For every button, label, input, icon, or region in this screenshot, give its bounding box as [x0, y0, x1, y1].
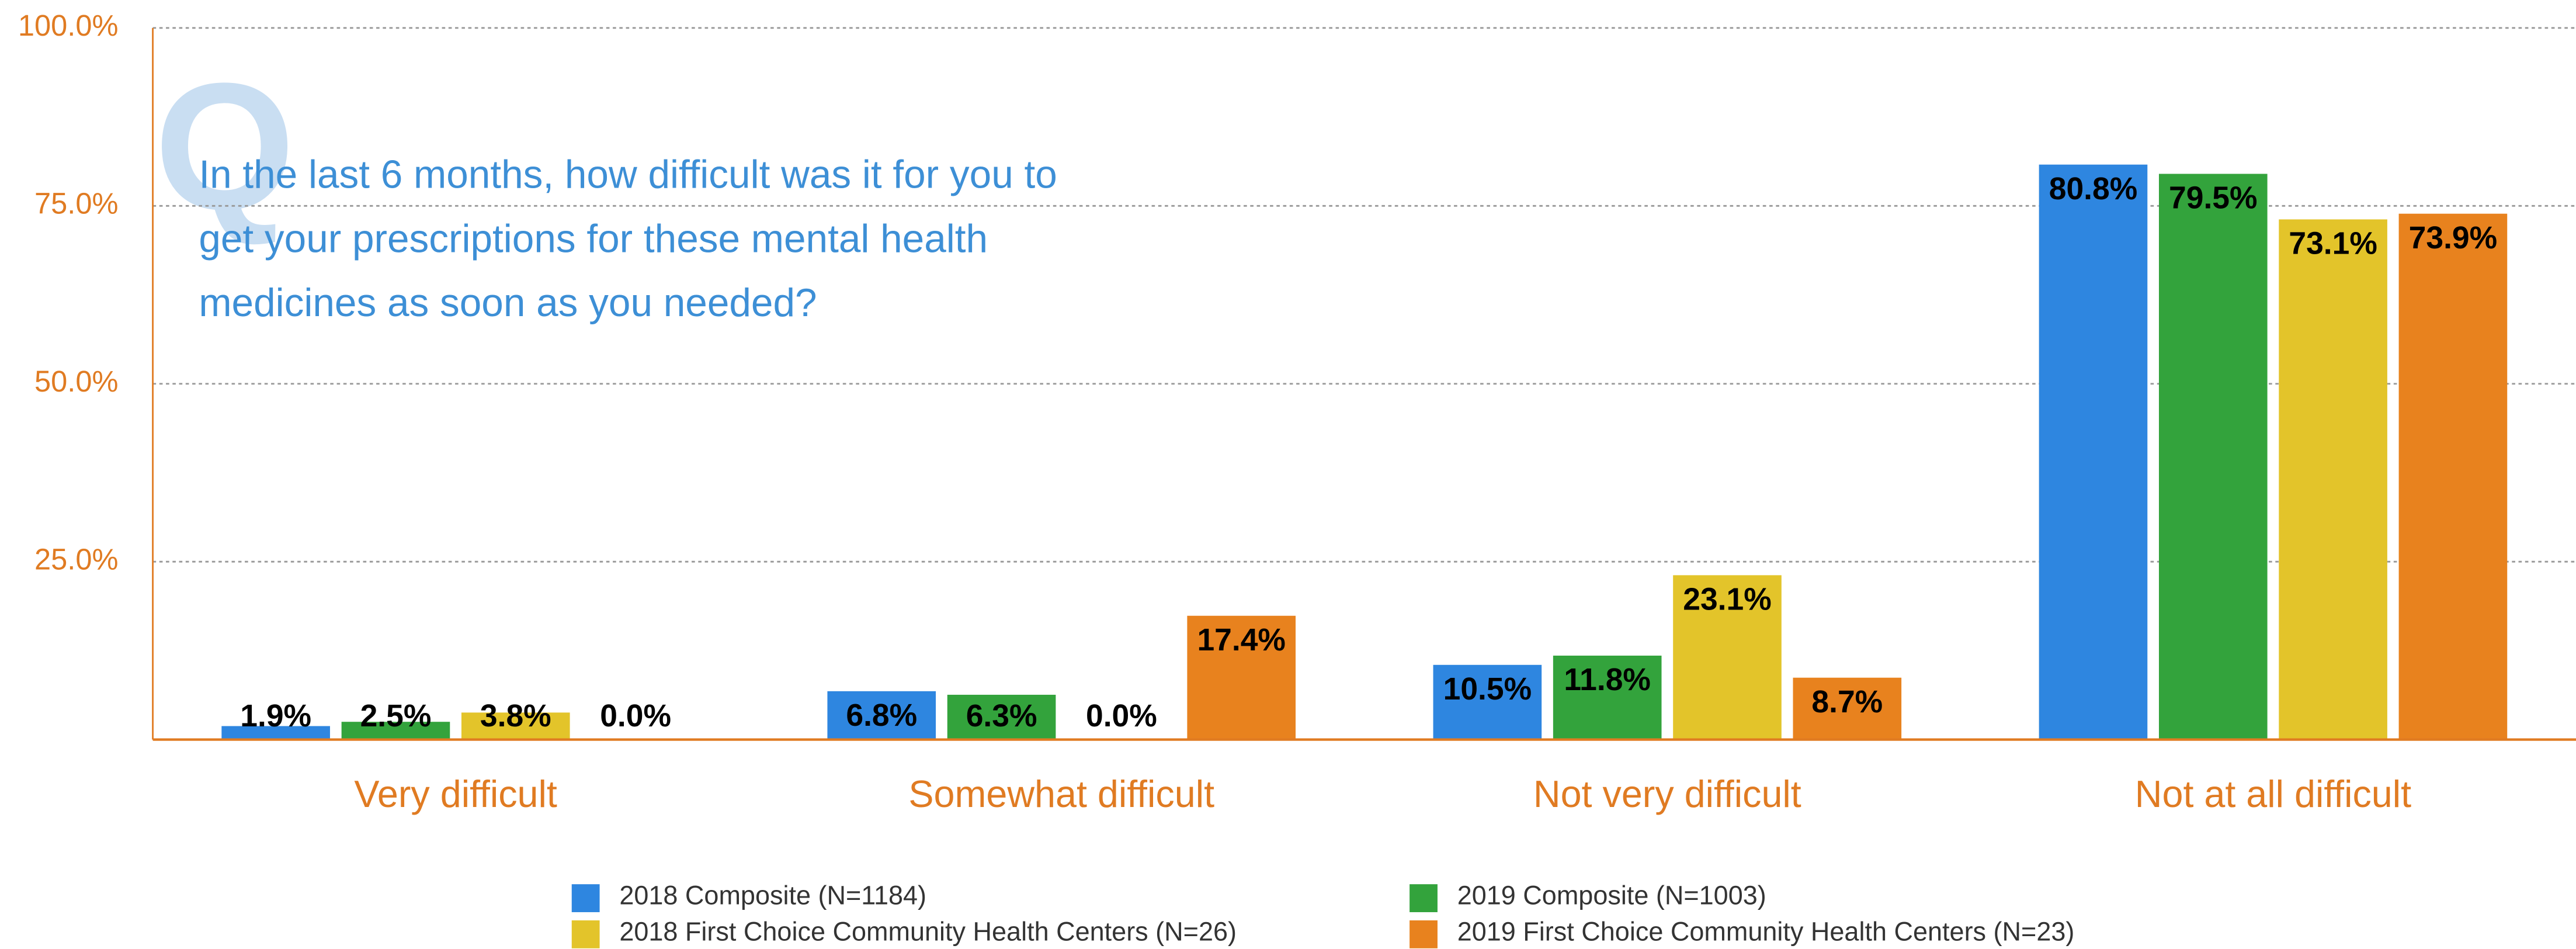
value-label: 1.9%	[240, 699, 311, 733]
legend-swatch	[1409, 920, 1438, 948]
bar	[1673, 575, 1782, 740]
value-label: 73.1%	[2289, 227, 2377, 261]
y-tick-label: 100.0%	[18, 9, 119, 42]
value-label: 6.8%	[846, 698, 917, 733]
question-text: get your prescriptions for these mental …	[199, 217, 988, 261]
y-tick-label: 25.0%	[34, 543, 119, 576]
value-label: 73.9%	[2409, 221, 2497, 255]
bar	[1553, 655, 1662, 740]
legend-label: 2019 First Choice Community Health Cente…	[1457, 916, 2075, 946]
legend-swatch	[571, 920, 600, 948]
x-tick-label: Not very difficult	[1533, 773, 1801, 815]
value-label: 23.1%	[1683, 582, 1771, 616]
bar	[2158, 174, 2268, 740]
value-label: 10.5%	[1443, 672, 1532, 706]
y-tick-label: 50.0%	[34, 365, 119, 398]
legend-swatch	[571, 884, 600, 912]
x-tick-label: Very difficult	[354, 773, 557, 815]
value-label: 8.7%	[1811, 685, 1883, 719]
value-label: 0.0%	[600, 699, 671, 733]
bar	[1793, 677, 1902, 740]
question-text: medicines as soon as you needed?	[199, 281, 817, 325]
value-label: 2.5%	[360, 699, 432, 733]
value-label: 11.8%	[1564, 663, 1651, 697]
legend-label: 2019 Composite (N=1003)	[1457, 881, 1766, 910]
question-letter: Q	[154, 45, 295, 247]
value-label: 79.5%	[2169, 181, 2257, 216]
value-label: 80.8%	[2049, 172, 2137, 206]
legend-label: 2018 First Choice Community Health Cente…	[619, 916, 1237, 946]
value-label: 6.3%	[966, 699, 1037, 733]
bar	[341, 722, 450, 740]
legend-label: 2018 Composite (N=1184)	[619, 881, 926, 910]
y-tick-label: 75.0%	[34, 187, 119, 220]
bar	[1433, 664, 1542, 740]
value-label: 3.8%	[480, 699, 551, 733]
bar	[827, 691, 936, 740]
bar	[461, 712, 570, 740]
bar	[1187, 615, 1296, 740]
x-tick-label: Not at all difficult	[2135, 773, 2411, 815]
value-label: 17.4%	[1197, 623, 1285, 657]
bar	[2279, 219, 2387, 740]
bar	[221, 726, 330, 740]
question-text: In the last 6 months, how difficult was …	[199, 153, 1057, 197]
bar	[2398, 213, 2508, 740]
bar	[947, 694, 1056, 740]
bar	[2039, 164, 2148, 740]
value-label: 0.0%	[1086, 699, 1157, 733]
x-tick-label: Somewhat difficult	[908, 773, 1214, 815]
legend-swatch	[1409, 884, 1438, 912]
